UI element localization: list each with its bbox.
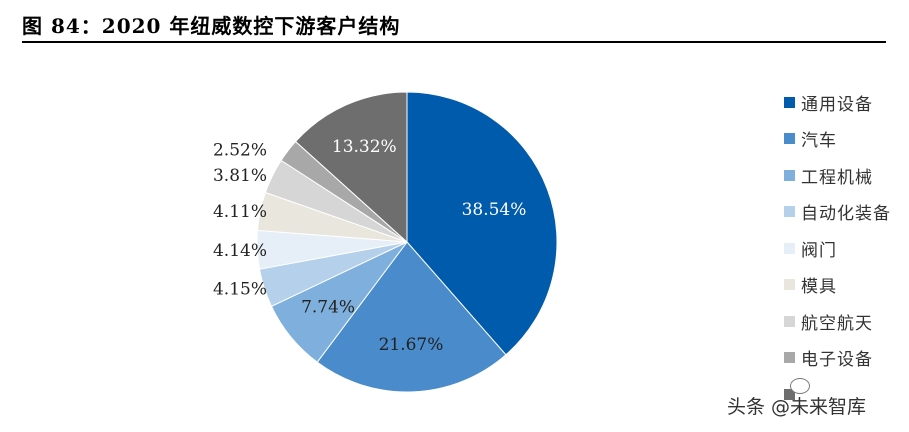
slice-label-3: 4.15% (213, 280, 267, 300)
watermark-icon (790, 378, 810, 394)
legend-swatch (784, 352, 795, 364)
title-rule (22, 41, 886, 43)
legend-label: 汽车 (801, 131, 837, 152)
legend-swatch (784, 315, 795, 327)
legend-swatch (784, 96, 795, 108)
pie-slice-1 (316, 241, 507, 393)
legend-item: 电子设备 (784, 340, 891, 377)
figure-title: 图 84：2020 年纽威数控下游客户结构 (22, 14, 401, 38)
legend-label: 航空航天 (801, 313, 873, 334)
pie-slice-8 (294, 91, 408, 244)
legend-label: 自动化装备 (801, 204, 891, 225)
legend-swatch (784, 169, 795, 181)
slice-label-0: 38.54% (462, 200, 527, 220)
legend-label: 电子设备 (801, 350, 873, 371)
legend-swatch (784, 133, 795, 145)
legend-item: 通用设备 (784, 84, 891, 121)
slice-label-4: 4.14% (213, 241, 267, 261)
slice-label-5: 4.11% (213, 202, 267, 222)
slice-label-6: 3.81% (213, 166, 267, 186)
legend-swatch (784, 388, 795, 400)
legend-swatch (784, 206, 795, 218)
legend-item: 自动化装备 (784, 194, 891, 231)
watermark: 头条 @未来智库 (727, 396, 867, 418)
legend-item: 汽车 (784, 121, 891, 158)
slice-label-8: 13.32% (332, 137, 397, 157)
legend-label: 工程机械 (801, 167, 873, 188)
slice-label-7: 2.52% (213, 140, 267, 160)
legend-label: 模具 (801, 277, 837, 298)
legend-item: 工程机械 (784, 157, 891, 194)
slice-label-1: 21.67% (379, 335, 444, 355)
legend-item (784, 376, 891, 413)
legend-label: 阀门 (801, 240, 837, 261)
legend: 通用设备汽车工程机械自动化装备阀门模具航空航天电子设备 (784, 84, 891, 413)
legend-item: 模具 (784, 267, 891, 304)
legend-item: 航空航天 (784, 303, 891, 340)
legend-item: 阀门 (784, 230, 891, 267)
legend-swatch (784, 279, 795, 291)
pie-slice-0 (406, 91, 558, 356)
slice-label-2: 7.74% (301, 298, 355, 318)
legend-swatch (784, 242, 795, 254)
legend-label: 通用设备 (801, 94, 873, 115)
